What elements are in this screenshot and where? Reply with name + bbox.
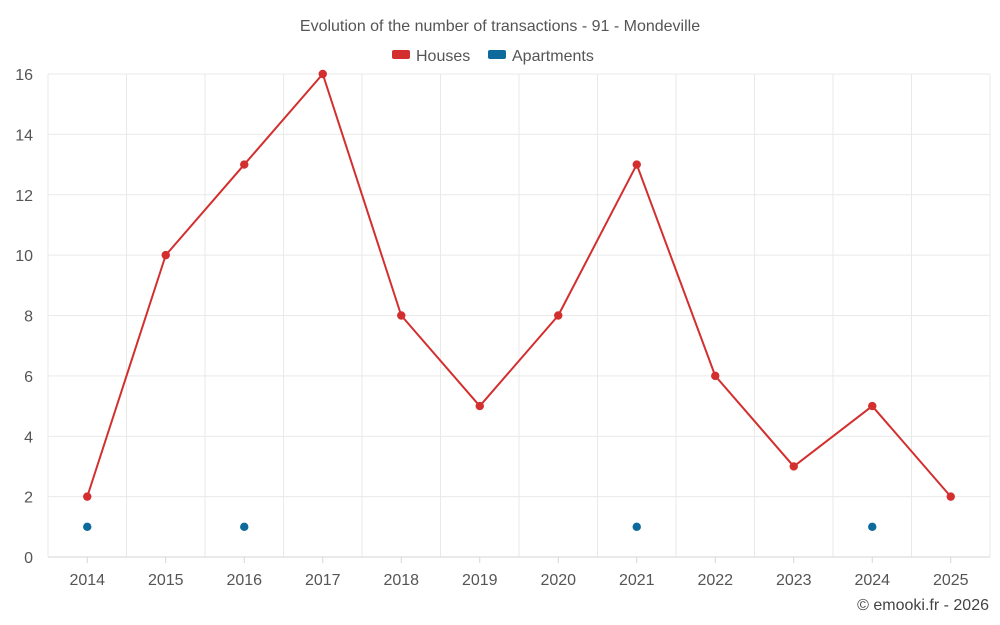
grid <box>47 73 991 557</box>
x-tick-label: 2022 <box>697 572 733 589</box>
legend-item-houses[interactable]: Houses <box>392 48 470 65</box>
x-tick-label: 2014 <box>69 572 105 589</box>
x-tick-label: 2017 <box>305 572 341 589</box>
y-tick-label: 2 <box>24 490 33 507</box>
data-point-houses <box>789 462 798 471</box>
data-point-houses <box>83 492 92 501</box>
y-tick-label: 12 <box>15 188 33 205</box>
data-point-houses <box>632 160 641 169</box>
data-point-houses <box>475 401 484 411</box>
axes: 0 2 4 6 8 10 12 14 16 2014 2015 2016 2017 2018 2019 202… <box>15 67 990 589</box>
x-tick-label: 2015 <box>148 572 184 589</box>
legend-item-apartments[interactable]: Apartments <box>488 48 594 65</box>
legend-label-houses: Houses <box>416 48 470 65</box>
x-tick-label: 2016 <box>226 572 262 589</box>
data-point-houses <box>868 401 877 411</box>
x-tick-label: 2021 <box>619 572 655 589</box>
y-tick-label: 0 <box>24 550 33 567</box>
y-tick-label: 8 <box>24 309 33 326</box>
x-tick-label: 2020 <box>540 572 576 589</box>
data-point-apartments <box>868 522 877 532</box>
x-tick-label: 2024 <box>854 572 890 589</box>
y-tick-label: 14 <box>15 127 33 144</box>
data-point-apartments <box>83 522 92 532</box>
data-point-houses <box>554 311 563 320</box>
data-point-houses <box>711 371 720 381</box>
data-point-apartments <box>632 522 641 532</box>
series <box>83 69 955 532</box>
series-line-houses <box>86 73 952 498</box>
data-point-houses <box>318 69 327 79</box>
y-tick-label: 4 <box>24 429 33 446</box>
x-tick-label: 2025 <box>933 572 969 589</box>
chart-title: Evolution of the number of transactions … <box>300 18 700 35</box>
legend-swatch-houses <box>392 50 410 59</box>
data-point-houses <box>161 250 170 260</box>
data-point-houses <box>946 492 955 501</box>
legend-label-apartments: Apartments <box>512 48 594 65</box>
y-tick-label: 6 <box>24 369 33 386</box>
data-point-apartments <box>240 522 249 532</box>
data-point-houses <box>240 160 249 169</box>
y-tick-label: 10 <box>15 248 33 265</box>
legend[interactable]: Houses Apartments <box>392 48 594 65</box>
y-tick-label: 16 <box>15 67 33 84</box>
x-tick-label: 2018 <box>383 572 419 589</box>
x-tick-label: 2023 <box>776 572 812 589</box>
legend-swatch-apartments <box>488 50 506 59</box>
data-point-houses <box>397 311 406 320</box>
copyright-text: © emooki.fr - 2026 <box>857 597 989 614</box>
x-tick-label: 2019 <box>462 572 498 589</box>
